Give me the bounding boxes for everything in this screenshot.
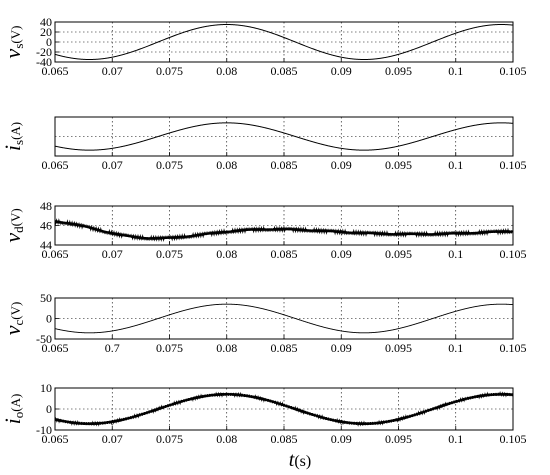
x-tick-label: 0.085 <box>271 247 298 261</box>
y-axis-subscript: s <box>11 140 26 145</box>
y-axis-unit: (A) <box>8 122 23 140</box>
x-tick-label: 0.075 <box>156 247 183 261</box>
x-tick-label: 0.08 <box>216 432 237 446</box>
y-axis-subscript: c <box>11 320 26 326</box>
x-tick-label: 0.1 <box>448 341 463 355</box>
x-tick-label: 0.09 <box>331 64 352 78</box>
x-tick-label: 0.08 <box>216 64 237 78</box>
series-line <box>55 390 513 427</box>
y-tick-label: 44 <box>40 238 52 252</box>
x-tick-label: 0.095 <box>385 247 412 261</box>
y-axis-label: io(A) <box>0 394 26 425</box>
y-tick-label: -20 <box>36 45 52 59</box>
x-tick-label: 0.065 <box>42 247 69 261</box>
y-tick-label: -50 <box>36 332 52 346</box>
y-axis-unit: (V) <box>8 208 23 226</box>
x-tick-label: 0.095 <box>385 432 412 446</box>
x-tick-label: 0.065 <box>42 158 69 172</box>
y-tick-label: 40 <box>40 15 52 29</box>
x-tick-label: 0.105 <box>500 432 527 446</box>
x-tick-label: 0.065 <box>42 64 69 78</box>
x-tick-label: 0.7 <box>105 341 120 355</box>
y-axis-label: vd(V) <box>0 208 26 242</box>
x-tick-label: 0.095 <box>385 64 412 78</box>
series-line <box>55 218 513 243</box>
x-tick-label: 0.1 <box>448 64 463 78</box>
y-axis-subscript: d <box>11 226 26 233</box>
y-axis-symbol: v <box>0 233 25 243</box>
x-tick-label: 0.08 <box>216 341 237 355</box>
series-line <box>55 122 513 151</box>
x-tick-label: 0.07 <box>102 158 123 172</box>
y-tick-label: -10 <box>36 423 52 437</box>
x-tick-label: 0.085 <box>271 158 298 172</box>
x-tick-label: 0.105 <box>500 341 527 355</box>
y-tick-label: 48 <box>40 199 52 213</box>
x-tick-label: 0.07 <box>102 432 123 446</box>
x-tick-label: 0.095 <box>385 158 412 172</box>
x-tick-label: 0.105 <box>500 158 527 172</box>
panel-4: 0.065 0.7 0.075 0.08 0.085 0.09 0.095 0.1 0.105 5… <box>0 291 527 355</box>
x-tick-label: 0.1 <box>448 158 463 172</box>
y-axis-unit: (V) <box>8 302 23 320</box>
panel-2: 0.065 0.07 0.075 0.08 0.085 0.09 0.095 0.1 0.105… <box>0 116 527 172</box>
x-tick-label: 0.095 <box>385 341 412 355</box>
y-tick-label: 50 <box>40 291 52 305</box>
y-axis-symbol: i <box>0 145 25 151</box>
y-tick-label: 0 <box>46 312 52 326</box>
x-tick-label: 0.085 <box>271 432 298 446</box>
x-tick-label: 0.075 <box>156 158 183 172</box>
y-tick-label: 10 <box>40 381 52 395</box>
panel-1: 0.065 0.07 0.075 0.08 0.085 0.09 0.095 0.1 0.105… <box>0 15 527 78</box>
x-tick-label: 0.09 <box>331 247 352 261</box>
x-tick-label: 0.075 <box>156 432 183 446</box>
x-tick-label: 0.08 <box>216 158 237 172</box>
y-axis-unit: (V) <box>8 26 23 44</box>
x-axis-unit: (s) <box>294 453 311 470</box>
x-tick-label: 0.07 <box>102 64 123 78</box>
y-axis-label: is(A) <box>0 122 26 151</box>
x-tick-label: 0.1 <box>448 432 463 446</box>
x-axis-label: t(s) <box>289 449 311 471</box>
x-tick-label: 0.085 <box>271 341 298 355</box>
x-tick-label: 0.07 <box>102 247 123 261</box>
y-axis-symbol: i <box>0 418 25 424</box>
x-tick-label: 0.09 <box>331 158 352 172</box>
x-tick-label: 0.09 <box>331 432 352 446</box>
x-tick-label: 0.075 <box>156 341 183 355</box>
series-line <box>55 24 513 60</box>
panel-5: 0.065 0.07 0.075 0.08 0.085 0.09 0.095 0.1 0.105… <box>0 381 527 446</box>
y-tick-label: 0 <box>46 402 52 416</box>
y-axis-symbol: v <box>0 48 25 58</box>
series-line <box>55 303 513 334</box>
y-axis-subscript: o <box>11 412 26 419</box>
x-tick-label: 0.065 <box>42 432 69 446</box>
x-tick-label: 0.1 <box>448 247 463 261</box>
x-axis-symbol: t <box>289 449 295 471</box>
y-axis-label: vc(V) <box>0 302 26 336</box>
y-tick-label: 20 <box>40 25 52 39</box>
x-tick-label: 0.085 <box>271 64 298 78</box>
x-tick-label: 0.065 <box>42 341 69 355</box>
panel-3: 0.065 0.07 0.075 0.08 0.085 0.09 0.095 0.1 0.105… <box>0 199 527 261</box>
x-tick-label: 0.105 <box>500 64 527 78</box>
y-axis-symbol: v <box>0 325 25 335</box>
x-tick-label: 0.075 <box>156 64 183 78</box>
y-axis-label: vs(V) <box>0 26 26 59</box>
y-tick-label: 46 <box>40 219 52 233</box>
x-tick-label: 0.09 <box>331 341 352 355</box>
x-tick-label: 0.08 <box>216 247 237 261</box>
y-axis-subscript: s <box>11 44 26 49</box>
y-axis-unit: (A) <box>8 394 23 412</box>
x-tick-label: 0.105 <box>500 247 527 261</box>
y-tick-label: -40 <box>36 55 52 69</box>
y-tick-label: 0 <box>46 35 52 49</box>
